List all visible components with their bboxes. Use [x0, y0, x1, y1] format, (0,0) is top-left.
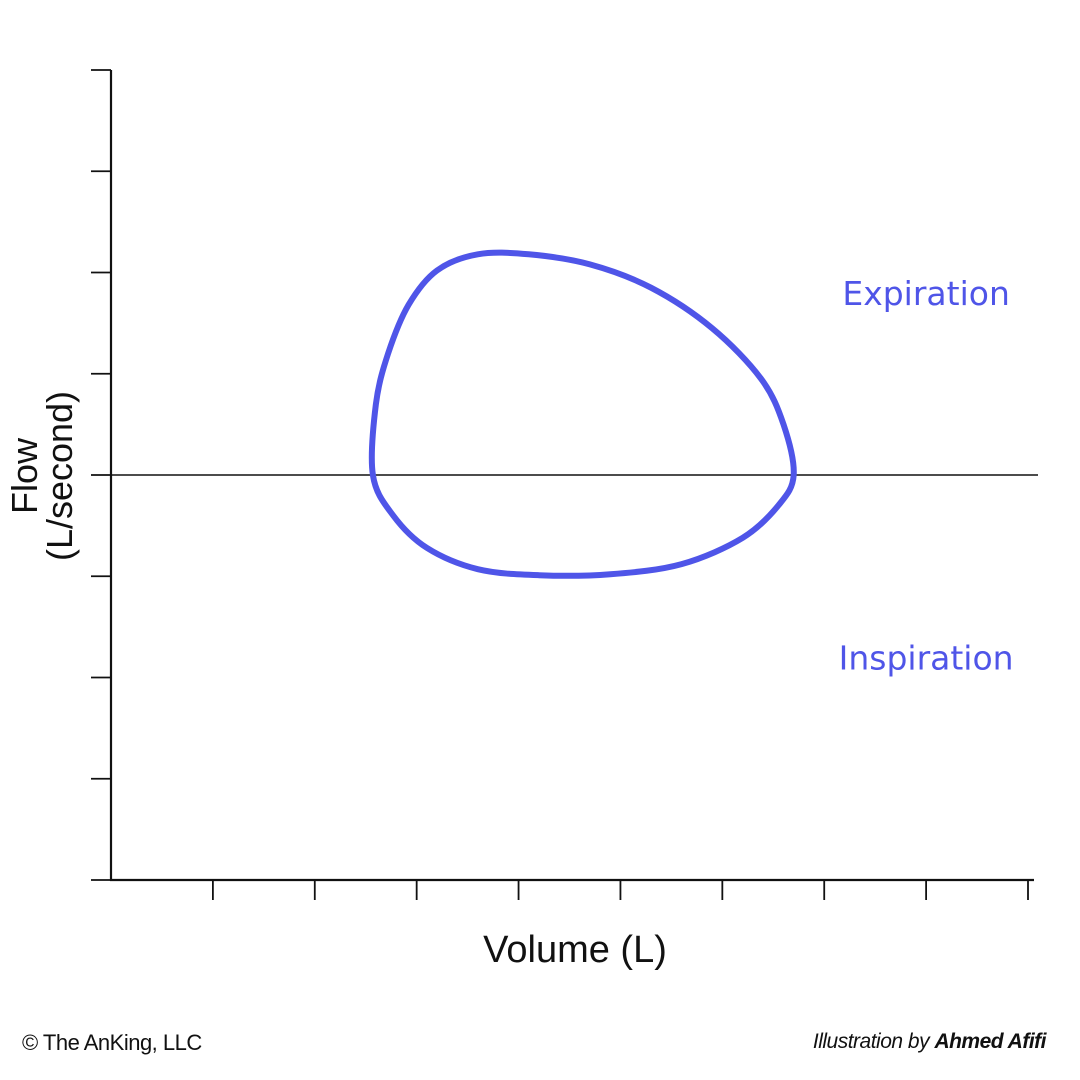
y-axis-label-line1: Flow [4, 437, 45, 514]
series-layer [368, 249, 797, 579]
axes [109, 70, 1038, 882]
y-axis-label-group: Flow (L/second) [4, 391, 80, 561]
flow-volume-loop [368, 249, 797, 579]
credit-prefix: Illustration by [812, 1030, 930, 1053]
credit-author: Ahmed Afifi [934, 1030, 1046, 1053]
x-axis-label: Volume (L) [483, 929, 667, 971]
ticks [91, 69, 1029, 900]
illustration-credit: Illustration by Ahmed Afifi [812, 1030, 1047, 1054]
y-axis-label-line2: (L/second) [39, 391, 80, 561]
copyright-notice: © The AnKing, LLC [22, 1030, 202, 1055]
inspiration-label: Inspiration [839, 638, 1014, 677]
expiration-label: Expiration [842, 274, 1010, 313]
